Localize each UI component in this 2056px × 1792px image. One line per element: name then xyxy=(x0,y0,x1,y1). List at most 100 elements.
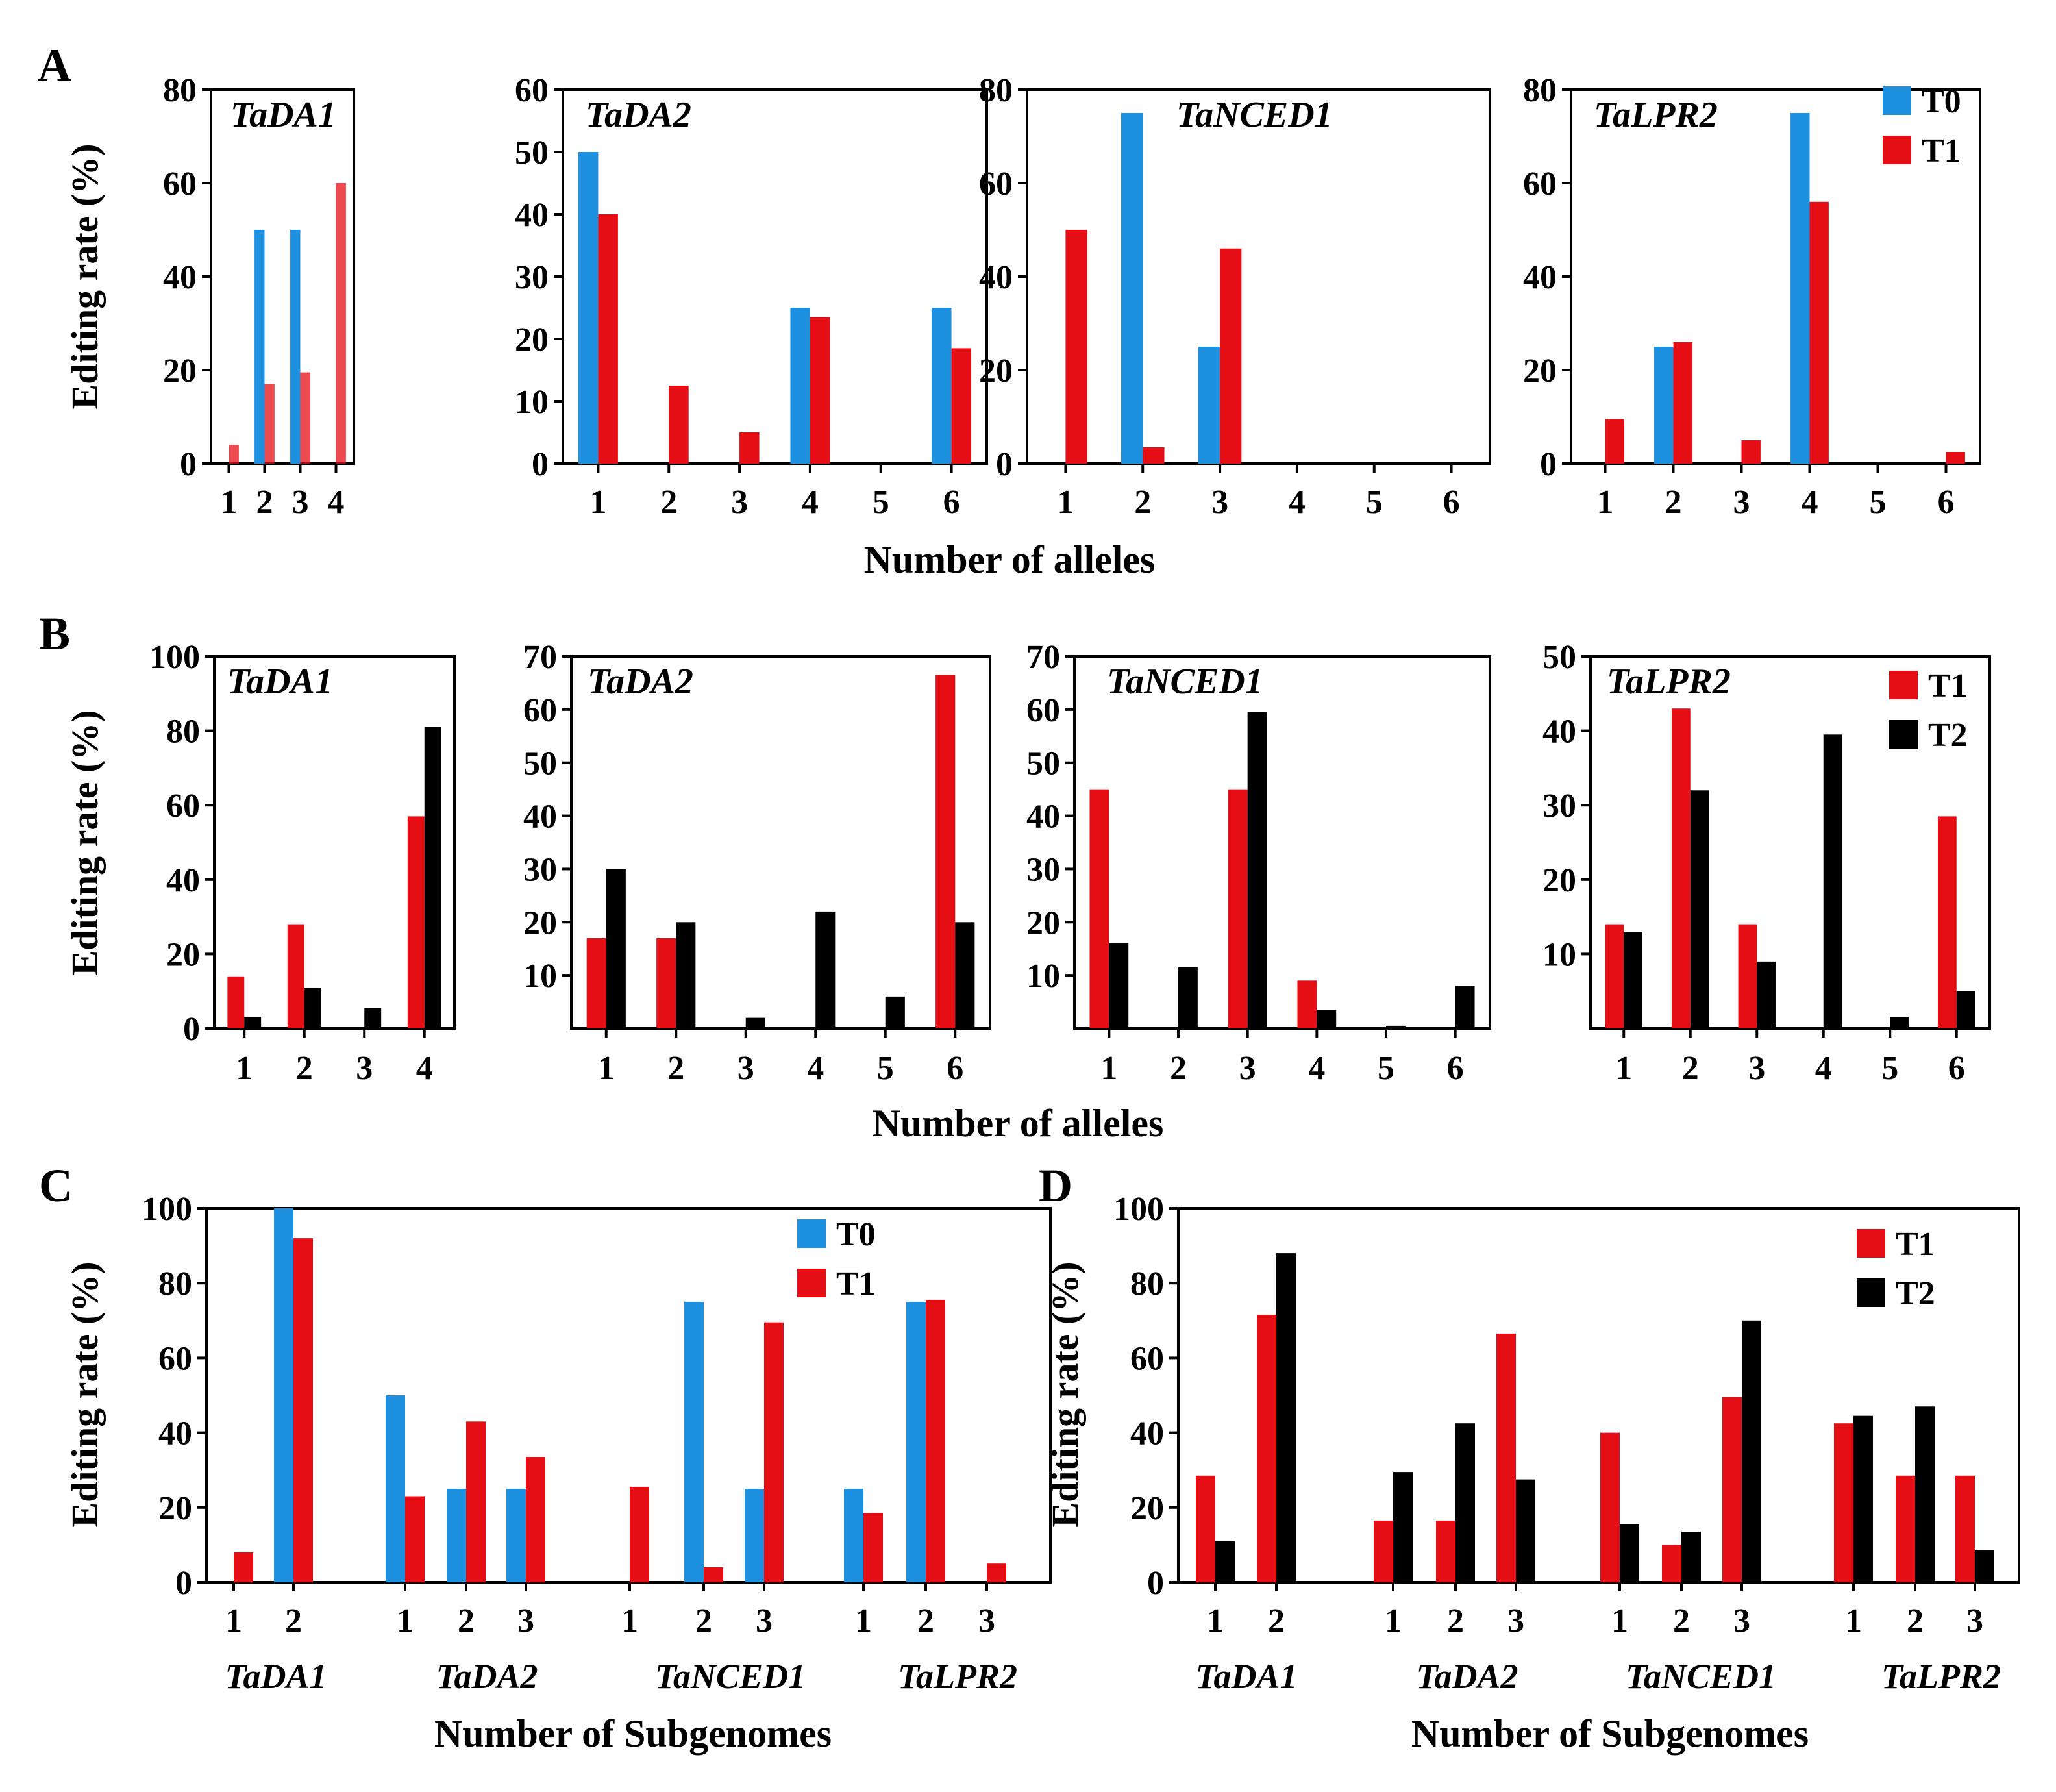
bar-t1 xyxy=(1065,230,1087,464)
bar-t1 xyxy=(1809,201,1829,464)
y-axis-title: Editing rate (%) xyxy=(64,143,106,409)
legend-swatch-t1 xyxy=(797,1269,826,1297)
bar-t2 xyxy=(1455,1423,1475,1582)
y-tick-label: 10 xyxy=(1542,936,1576,973)
bar-t0 xyxy=(1654,347,1674,464)
x-tick-label: 3 xyxy=(737,1050,754,1087)
plot-frame xyxy=(1073,655,1491,1030)
panel-talpr2: 10 20 30 40 50 TaLPR2 1 2 3 4 5 6 xyxy=(1542,639,1991,1087)
bar-t1 xyxy=(234,1552,253,1582)
legend-label-t1: T1 xyxy=(1922,132,1961,169)
gene-title: TaDA2 xyxy=(588,662,693,702)
y-tick-label: 20 xyxy=(166,936,200,973)
x-tick-label: 1 xyxy=(1057,484,1074,521)
y-tick-label: 40 xyxy=(1523,259,1557,296)
y-tick-label: 40 xyxy=(515,197,549,234)
x-tick-label: 6 xyxy=(1948,1050,1965,1087)
bar-t1 xyxy=(1436,1520,1455,1582)
bar-t2 xyxy=(1620,1524,1639,1582)
plot-frame xyxy=(1589,655,1991,1030)
x-tick-label: 4 xyxy=(1815,1050,1832,1087)
y-tick-label: 30 xyxy=(1026,851,1060,888)
y-tick-label: 20 xyxy=(1130,1490,1164,1527)
y-tick-label: 20 xyxy=(1026,904,1060,941)
legend-label-t2: T2 xyxy=(1928,717,1968,754)
y-tick-label: 0 xyxy=(996,446,1013,483)
bar-t1 xyxy=(466,1421,486,1582)
x-tick-label: 4 xyxy=(802,484,819,521)
panel-label-b: B xyxy=(39,608,70,660)
bar-t1 xyxy=(229,445,239,464)
bar-t0 xyxy=(290,230,301,464)
x-tick-label: 5 xyxy=(873,484,889,521)
bar-t0 xyxy=(1121,113,1143,464)
plot-frame xyxy=(562,88,988,465)
x-tick-label: 6 xyxy=(1443,484,1460,521)
group-tanced1: 1 2 3 TaNCED1 xyxy=(621,1302,806,1696)
bar-t1 xyxy=(1089,789,1109,1028)
x-tick-label: 2 xyxy=(1907,1602,1924,1639)
y-tick-label: 0 xyxy=(532,446,549,483)
y-tick-label: 30 xyxy=(1542,788,1576,825)
y-tick-label: 50 xyxy=(523,745,557,782)
x-tick-label: 1 xyxy=(1597,484,1614,521)
y-tick-label: 60 xyxy=(979,166,1013,203)
y-tick-label: 20 xyxy=(979,353,1013,390)
bar-t1 xyxy=(935,675,956,1028)
legend-swatch-t1 xyxy=(1857,1229,1885,1258)
x-tick-label: 1 xyxy=(221,484,238,521)
bar-t1 xyxy=(598,214,618,464)
x-tick-label: 1 xyxy=(1845,1602,1862,1639)
bar-t2 xyxy=(424,727,441,1028)
bar-t1 xyxy=(1600,1432,1620,1582)
group-tada1: 1 2 TaDA1 xyxy=(225,1208,327,1696)
bar-t2 xyxy=(1956,991,1975,1028)
bar-t1 xyxy=(656,938,676,1028)
bar-t1 xyxy=(1196,1475,1215,1582)
y-tick-label: 30 xyxy=(515,259,549,296)
bar-t1 xyxy=(1220,248,1242,464)
x-tick-label: 2 xyxy=(256,484,273,521)
bar-t0 xyxy=(386,1395,405,1582)
gene-group-label: TaLPR2 xyxy=(898,1657,1017,1696)
plot-frame xyxy=(213,655,456,1030)
y-tick-label: 100 xyxy=(149,639,200,676)
legend-label-t0: T0 xyxy=(1922,83,1961,120)
x-tick-label: 3 xyxy=(1966,1602,1983,1639)
y-tick-label: 80 xyxy=(979,72,1013,109)
bar-t2 xyxy=(1386,1025,1406,1028)
bar-t1 xyxy=(300,372,310,464)
bar-t1 xyxy=(526,1457,545,1582)
x-tick-label: 1 xyxy=(1385,1602,1402,1639)
panel-label-d: D xyxy=(1039,1160,1072,1212)
x-tick-label: 3 xyxy=(1733,1602,1750,1639)
y-tick-label: 20 xyxy=(158,1490,192,1527)
y-axis-title: Editing rate (%) xyxy=(64,1262,106,1527)
y-tick-label: 40 xyxy=(1026,799,1060,836)
x-tick-label: 3 xyxy=(1239,1050,1256,1087)
x-tick-label: 6 xyxy=(1938,484,1955,521)
x-tick-label: 3 xyxy=(292,484,309,521)
y-tick-label: 60 xyxy=(523,692,557,729)
bar-t1 xyxy=(1672,708,1691,1028)
x-tick-label: 3 xyxy=(517,1602,534,1639)
group-tanced1: 1 2 3 TaNCED1 xyxy=(1600,1320,1776,1696)
panel-tanced1: 10 20 30 40 50 60 70 TaNCED1 1 2 3 4 5 6 xyxy=(1026,639,1491,1087)
bar-t1 xyxy=(405,1496,425,1582)
x-tick-label: 5 xyxy=(1870,484,1887,521)
x-tick-label: 2 xyxy=(1268,1602,1285,1639)
x-tick-label: 1 xyxy=(1611,1602,1628,1639)
bar-t0 xyxy=(1790,113,1810,464)
x-tick-label: 2 xyxy=(285,1602,302,1639)
bar-t1 xyxy=(1741,440,1761,464)
x-tick-label: 2 xyxy=(1447,1602,1464,1639)
bar-t1 xyxy=(1662,1545,1681,1582)
x-axis-title: Number of alleles xyxy=(873,1102,1164,1145)
x-tick-label: 3 xyxy=(1507,1602,1524,1639)
bar-t2 xyxy=(244,1017,262,1028)
bar-t0 xyxy=(745,1489,764,1582)
bar-t2 xyxy=(1742,1320,1761,1582)
panel-tada1: 0 20 40 60 80 TaDA1 1 2 3 4 xyxy=(163,72,355,521)
bar-t1 xyxy=(1738,924,1757,1028)
